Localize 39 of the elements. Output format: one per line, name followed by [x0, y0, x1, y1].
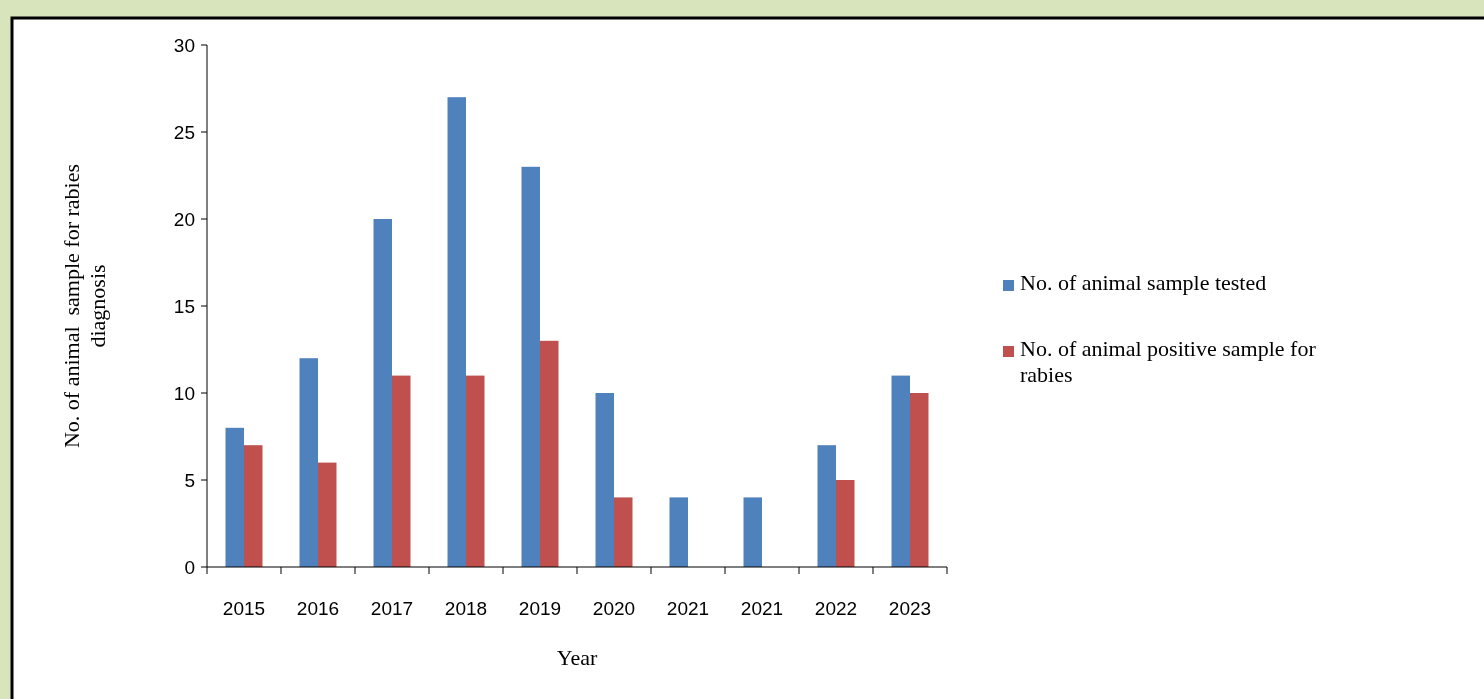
x-tick-label: 2015: [222, 598, 266, 619]
bar: [817, 445, 836, 567]
x-tick-label: 2019: [518, 598, 562, 619]
x-tick-label: 2021: [740, 598, 784, 619]
y-tick-label: 15: [173, 295, 195, 317]
x-tick-label: 2018: [444, 598, 488, 619]
y-tick-label: 10: [173, 382, 195, 404]
bar: [318, 462, 337, 567]
bar: [521, 166, 540, 567]
bar: [373, 219, 392, 567]
y-tick-label: 0: [184, 556, 195, 578]
y-tick-label: 20: [173, 208, 195, 230]
bar: [299, 358, 318, 567]
bar: [614, 497, 633, 567]
bar: [595, 393, 614, 567]
y-tick-label: 5: [184, 469, 195, 491]
y-tick-label: 25: [173, 121, 195, 143]
bar: [466, 375, 485, 567]
legend-label: No. of animal positive sample for rabies: [1020, 336, 1317, 387]
bar: [244, 445, 263, 567]
x-tick-label: 2020: [592, 598, 636, 619]
bar: [392, 375, 411, 567]
bar: [836, 480, 855, 567]
x-tick-label: 2023: [888, 598, 932, 619]
bar: [447, 97, 466, 567]
bar: [540, 340, 559, 567]
x-axis-title: Year: [556, 645, 598, 670]
legend-label: No. of animal sample tested: [1020, 270, 1267, 295]
bar: [743, 497, 762, 567]
bar: [910, 393, 929, 567]
x-tick-label: 2021: [666, 598, 710, 619]
x-tick-label: 2022: [814, 598, 858, 619]
x-tick-label: 2016: [296, 598, 340, 619]
x-tick-label: 2017: [370, 598, 414, 619]
y-tick-label: 30: [173, 34, 195, 56]
y-axis-title: No. of animal sample for rabies diagnosis: [59, 163, 110, 449]
bar: [225, 427, 244, 567]
bar: [891, 375, 910, 567]
bar: [669, 497, 688, 567]
